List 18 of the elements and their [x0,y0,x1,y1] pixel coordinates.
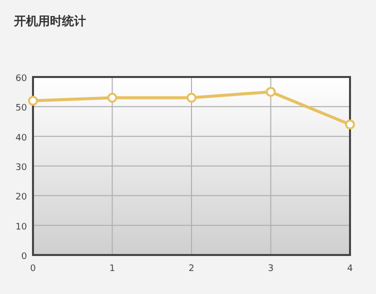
y-tick-label: 30 [16,163,28,173]
x-tick-label: 0 [30,264,36,274]
x-tick-label: 2 [188,264,194,274]
x-tick-label: 3 [268,264,274,274]
point [345,119,355,130]
point [28,96,38,106]
y-tick-label: 50 [16,104,28,114]
y-tick-label: 20 [16,192,28,203]
y-tick-label: 60 [16,74,28,84]
point [107,92,118,103]
point [266,86,276,97]
y-tick-label: 10 [16,222,28,232]
y-tick-label: 40 [16,133,28,144]
x-tick-label: 1 [109,264,116,274]
x-tick-label: 4 [347,264,354,274]
title: 开机用时统计 [14,14,86,28]
point [186,92,196,103]
y-tick-label: 0 [21,252,28,262]
